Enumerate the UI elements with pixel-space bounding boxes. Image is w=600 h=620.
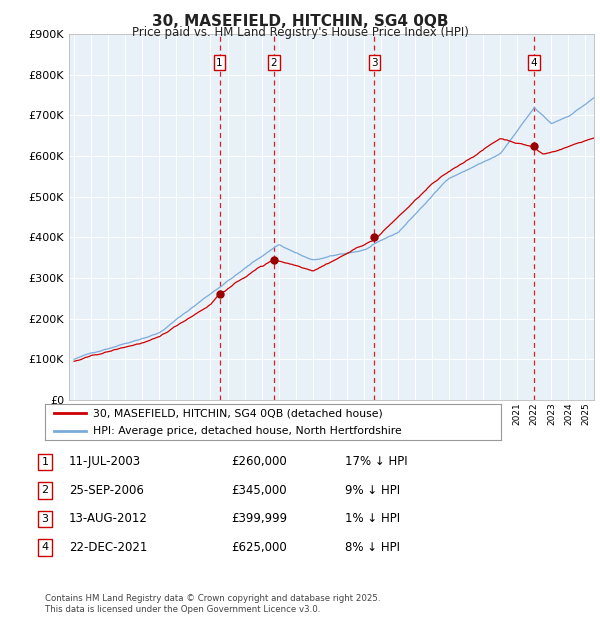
Text: £260,000: £260,000 xyxy=(231,456,287,468)
Text: 30, MASEFIELD, HITCHIN, SG4 0QB (detached house): 30, MASEFIELD, HITCHIN, SG4 0QB (detache… xyxy=(93,408,383,419)
Text: 3: 3 xyxy=(371,58,378,68)
Text: 22-DEC-2021: 22-DEC-2021 xyxy=(69,541,148,554)
Text: Contains HM Land Registry data © Crown copyright and database right 2025.
This d: Contains HM Land Registry data © Crown c… xyxy=(45,595,380,614)
Text: £399,999: £399,999 xyxy=(231,513,287,525)
Text: 2: 2 xyxy=(271,58,277,68)
Text: HPI: Average price, detached house, North Hertfordshire: HPI: Average price, detached house, Nort… xyxy=(93,426,401,436)
Point xyxy=(529,141,539,151)
Text: £345,000: £345,000 xyxy=(231,484,287,497)
Text: 4: 4 xyxy=(41,542,49,552)
Text: £625,000: £625,000 xyxy=(231,541,287,554)
Text: Price paid vs. HM Land Registry's House Price Index (HPI): Price paid vs. HM Land Registry's House … xyxy=(131,26,469,39)
Text: 9% ↓ HPI: 9% ↓ HPI xyxy=(345,484,400,497)
Point xyxy=(269,255,279,265)
Point xyxy=(215,290,224,299)
Point xyxy=(370,232,379,242)
Text: 1: 1 xyxy=(216,58,223,68)
Text: 1: 1 xyxy=(41,457,49,467)
Text: 1% ↓ HPI: 1% ↓ HPI xyxy=(345,513,400,525)
Text: 3: 3 xyxy=(41,514,49,524)
Text: 2: 2 xyxy=(41,485,49,495)
Text: 11-JUL-2003: 11-JUL-2003 xyxy=(69,456,141,468)
Text: 17% ↓ HPI: 17% ↓ HPI xyxy=(345,456,407,468)
Text: 30, MASEFIELD, HITCHIN, SG4 0QB: 30, MASEFIELD, HITCHIN, SG4 0QB xyxy=(152,14,448,29)
Text: 13-AUG-2012: 13-AUG-2012 xyxy=(69,513,148,525)
Text: 8% ↓ HPI: 8% ↓ HPI xyxy=(345,541,400,554)
Text: 25-SEP-2006: 25-SEP-2006 xyxy=(69,484,144,497)
Text: 4: 4 xyxy=(530,58,538,68)
